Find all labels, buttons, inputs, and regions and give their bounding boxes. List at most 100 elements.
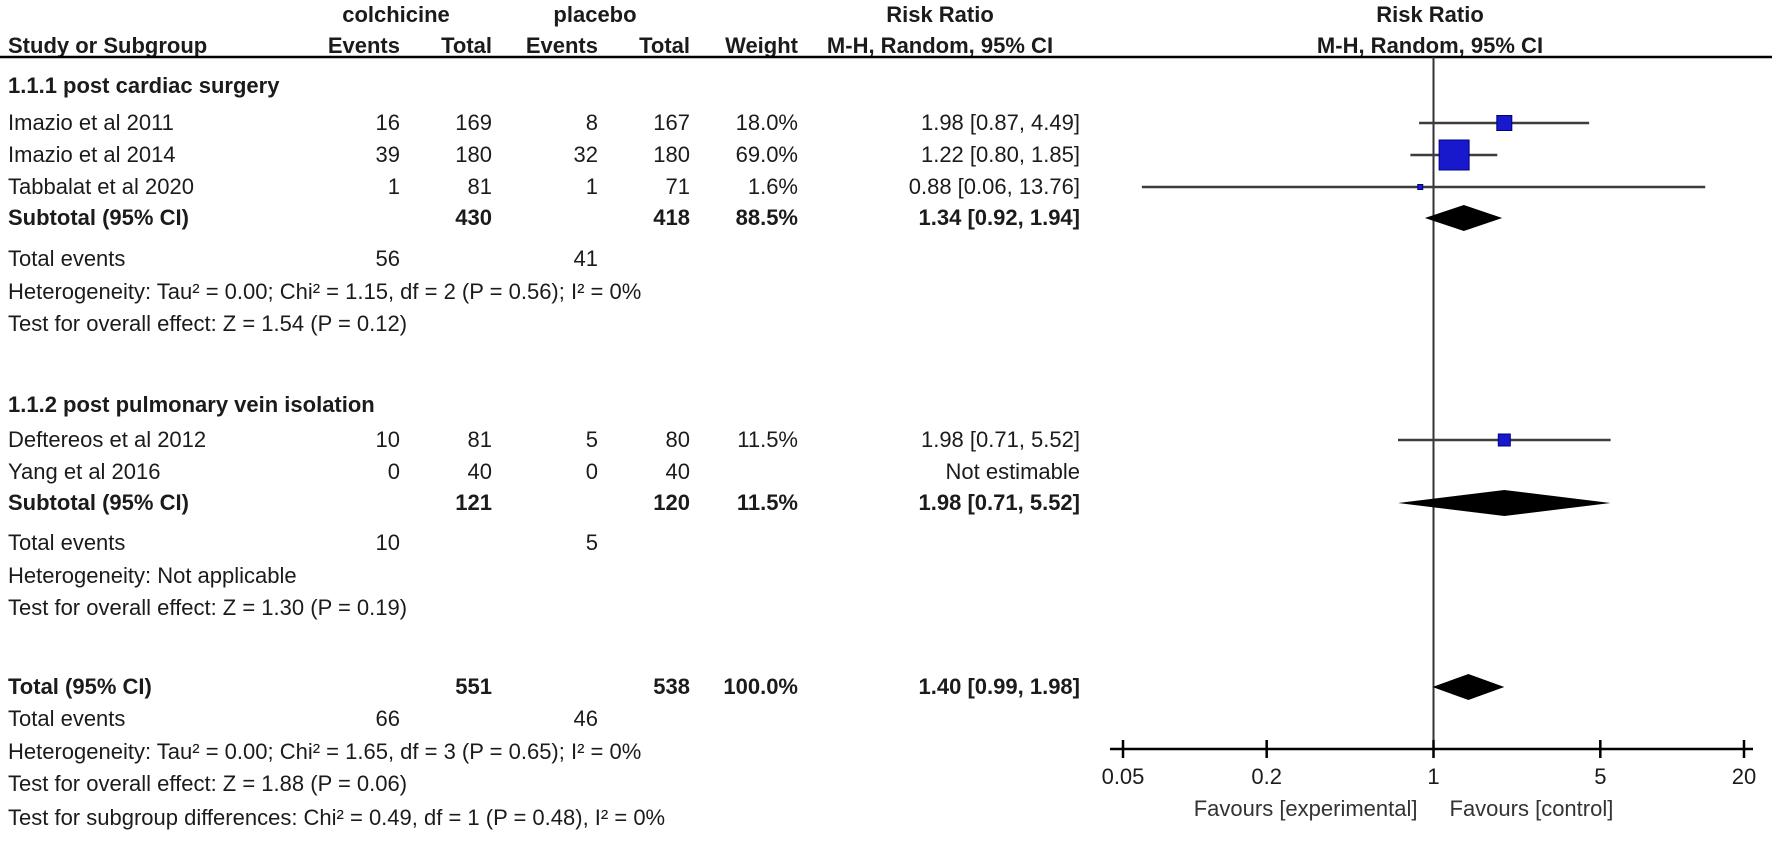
total-control-cell: 418 [653, 205, 690, 230]
column-header-study: Study or Subgroup [8, 33, 208, 58]
group-label-control: placebo [553, 2, 637, 27]
table-row-study: Imazio et al 2011 16 169 8 167 18.0% 1.98 [0.8… [0, 107, 1180, 139]
study-label: Tabbalat et al 2020 [8, 174, 194, 199]
pooled-diamond [1424, 205, 1503, 231]
note-text: Test for overall effect: Z = 1.54 (P = 0… [8, 311, 408, 336]
study-point-square [1496, 115, 1513, 131]
column-header-weight: Weight [725, 33, 798, 58]
total-experimental-cell: 551 [455, 674, 492, 699]
row-label: Total events [8, 246, 126, 271]
total-experimental-cell: 180 [455, 142, 492, 167]
row-label: 1.1.2 post pulmonary vein isolation [8, 392, 375, 417]
table-row-study: Imazio et al 2014 39 180 32 180 69.0% 1.22 [0.… [0, 139, 1180, 171]
events-control-cell: 5 [585, 427, 598, 452]
row-label: Subtotal (95% CI) [8, 205, 189, 230]
risk-ratio-ci-cell: 1.34 [0.92, 1.94] [918, 205, 1080, 230]
table-row-study: Deftereos et al 2012 10 81 5 80 11.5% 1.98 [0.… [0, 424, 1180, 456]
group-label-experimental: colchicine [342, 2, 450, 27]
total-experimental-cell: 121 [455, 490, 492, 515]
events-experimental-cell: 1 [387, 174, 400, 199]
total-control-cell: 80 [665, 427, 690, 452]
row-label: Total events [8, 530, 126, 555]
x-axis-tick-label: 20 [1732, 764, 1756, 789]
study-point-square [1417, 184, 1424, 190]
study-point-square [1438, 139, 1470, 171]
column-header-events-control: Events [525, 33, 598, 58]
weight-cell: 18.0% [735, 110, 798, 135]
risk-ratio-ci-cell: 1.98 [0.71, 5.52] [918, 490, 1080, 515]
row-label: 1.1.1 post cardiac surgery [8, 73, 280, 98]
total-experimental-cell: 81 [467, 427, 492, 452]
total-experimental-cell: 430 [455, 205, 492, 230]
column-header-total-experimental: Total [441, 33, 492, 58]
table-row-subgroup: 1.1.1 post cardiac surgery [0, 70, 1180, 102]
column-header-total-control: Total [639, 33, 690, 58]
note-text: Heterogeneity: Tau² = 0.00; Chi² = 1.65,… [8, 739, 642, 764]
weight-cell: 88.5% [735, 205, 798, 230]
table-row-note: Test for overall effect: Z = 1.88 (P = 0… [0, 768, 1180, 800]
note-text: Test for overall effect: Z = 1.88 (P = 0… [8, 771, 408, 796]
note-text: Test for subgroup differences: Chi² = 0.… [8, 805, 666, 830]
risk-ratio-ci-cell: 1.98 [0.87, 4.49] [920, 110, 1080, 135]
total-experimental-cell: 40 [467, 459, 492, 484]
risk-ratio-header-text-column: Risk Ratio [886, 2, 994, 27]
total-control-cell: 167 [653, 110, 690, 135]
note-text: Heterogeneity: Tau² = 0.00; Chi² = 1.15,… [8, 279, 642, 304]
note-text: Test for overall effect: Z = 1.30 (P = 0… [8, 595, 408, 620]
events-experimental-cell: 66 [375, 706, 400, 731]
weight-cell: 11.5% [736, 490, 798, 515]
study-label: Imazio et al 2014 [8, 142, 176, 167]
total-experimental-cell: 169 [455, 110, 492, 135]
x-axis-tick-label: 5 [1594, 764, 1606, 789]
table-row-subtotal: Subtotal (95% CI) 430 418 88.5% 1.34 [0.92, … [0, 202, 1180, 234]
events-experimental-cell: 10 [375, 427, 400, 452]
events-control-cell: 1 [585, 174, 598, 199]
study-label: Yang et al 2016 [8, 459, 161, 484]
table-row-study: Tabbalat et al 2020 1 81 1 71 1.6% 0.88 [0.06,… [0, 171, 1180, 203]
weight-cell: 11.5% [737, 427, 798, 452]
weight-cell: 69.0% [735, 142, 798, 167]
events-control-cell: 46 [573, 706, 598, 731]
risk-ratio-ci-cell: 0.88 [0.06, 13.76] [908, 174, 1080, 199]
table-row-note: Test for overall effect: Z = 1.30 (P = 0… [0, 592, 1180, 624]
risk-ratio-ci-cell: Not estimable [945, 459, 1080, 484]
x-axis-tick-label: 0.2 [1251, 764, 1282, 789]
risk-ratio-ci-cell: 1.40 [0.99, 1.98] [918, 674, 1080, 699]
risk-ratio-header-plot-column: Risk Ratio [1376, 2, 1484, 27]
favours-experimental-label: Favours [experimental] [1194, 796, 1418, 821]
table-row-subtotal: Subtotal (95% CI) 121 120 11.5% 1.98 [0.71, … [0, 487, 1180, 519]
events-control-cell: 41 [573, 246, 598, 271]
table-row-events: Total events 10 5 [0, 527, 1180, 559]
study-label: Deftereos et al 2012 [8, 427, 207, 452]
table-row-study: Yang et al 2016 0 40 0 40 Not estimable [0, 456, 1180, 488]
risk-ratio-ci-cell: 1.22 [0.80, 1.85] [920, 142, 1080, 167]
table-row-subgroup: 1.1.2 post pulmonary vein isolation [0, 389, 1180, 421]
total-control-cell: 71 [665, 174, 690, 199]
events-control-cell: 0 [585, 459, 598, 484]
study-point-square [1497, 433, 1511, 447]
table-row-note: Test for subgroup differences: Chi² = 0.… [0, 802, 1180, 834]
row-label: Subtotal (95% CI) [8, 490, 189, 515]
events-experimental-cell: 0 [387, 459, 400, 484]
table-row-events: Total events 66 46 [0, 703, 1180, 735]
note-text: Heterogeneity: Not applicable [8, 563, 297, 588]
total-control-cell: 180 [653, 142, 690, 167]
table-row-note: Heterogeneity: Not applicable [0, 560, 1180, 592]
weight-cell: 100.0% [723, 674, 798, 699]
events-experimental-cell: 16 [375, 110, 400, 135]
pooled-diamond [1432, 674, 1505, 700]
study-label: Imazio et al 2011 [8, 110, 174, 135]
total-control-cell: 40 [665, 459, 690, 484]
total-experimental-cell: 81 [467, 174, 492, 199]
favours-control-label: Favours [control] [1450, 796, 1614, 821]
events-experimental-cell: 56 [375, 246, 400, 271]
events-control-cell: 8 [585, 110, 598, 135]
events-experimental-cell: 39 [375, 142, 400, 167]
pooled-diamond [1398, 490, 1611, 516]
table-row-note: Heterogeneity: Tau² = 0.00; Chi² = 1.15,… [0, 276, 1180, 308]
table-row-events: Total events 56 41 [0, 243, 1180, 275]
weight-cell: 1.6% [747, 174, 798, 199]
table-row-total: Total (95% CI) 551 538 100.0% 1.40 [0.99, 1.… [0, 671, 1180, 703]
table-row-note: Heterogeneity: Tau² = 0.00; Chi² = 1.65,… [0, 736, 1180, 768]
column-header-events-experimental: Events [327, 33, 400, 58]
